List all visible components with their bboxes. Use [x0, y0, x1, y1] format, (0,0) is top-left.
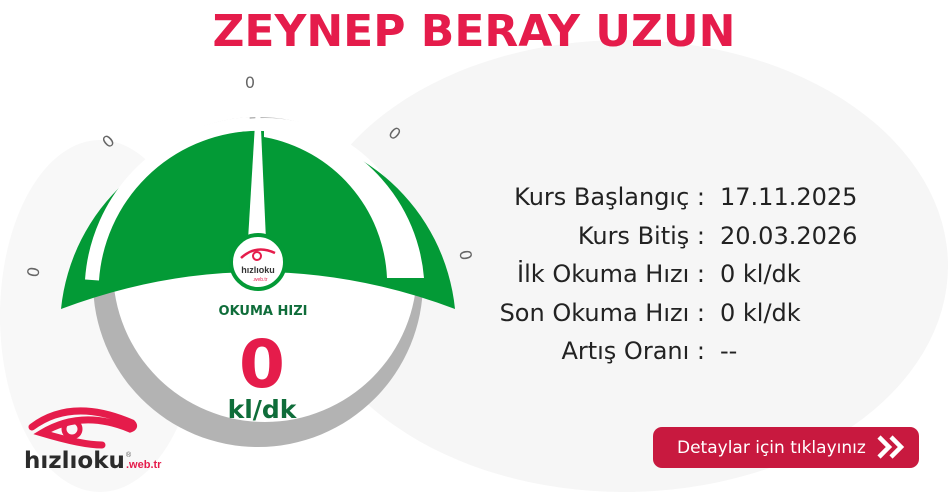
gauge-brand-sub: .web.tr: [252, 277, 267, 283]
info-row: Artış Oranı : --: [470, 332, 857, 371]
info-value: --: [720, 337, 738, 366]
info-value: 0 kl/dk: [720, 260, 801, 289]
info-row: Son Okuma Hızı : 0 kl/dk: [470, 294, 857, 333]
course-info: Kurs Başlangıç : 17.11.2025 Kurs Bitiş : 2…: [470, 178, 858, 371]
eye-logo-icon: [240, 248, 276, 259]
info-value: 0 kl/dk: [720, 298, 801, 327]
details-button-label: Detaylar için tıklayınız: [677, 437, 866, 458]
gauge-needle: [248, 107, 266, 240]
gauge-band: [264, 122, 424, 278]
info-label: İlk Okuma Hızı :: [517, 260, 705, 289]
gauge-center-logo: [229, 233, 287, 291]
tick-label: 0: [98, 131, 118, 152]
info-value: 20.03.2026: [720, 221, 858, 250]
info-label: Son Okuma Hızı :: [499, 298, 705, 327]
page-title: ZEYNEP BERAY UZUN: [212, 6, 736, 57]
info-row: Kurs Başlangıç : 17.11.2025: [470, 178, 857, 217]
info-label: Kurs Bitiş :: [577, 221, 705, 250]
logo-text: hızlıoku: [24, 448, 125, 474]
double-chevron-right-icon: [877, 435, 905, 459]
tick-label: 0: [23, 265, 43, 278]
info-label: Artış Oranı :: [561, 337, 705, 366]
details-button[interactable]: Detaylar için tıklayınız: [653, 427, 919, 468]
logo-sub: .web.tr: [126, 459, 162, 471]
gauge-brand-text: hızlıoku: [241, 265, 275, 275]
logo-registered: ®: [126, 451, 132, 459]
gauge-band: [85, 117, 251, 281]
gauge-unit: kl/dk: [228, 395, 298, 424]
info-value: 17.11.2025: [720, 183, 858, 212]
tick-label: 0: [455, 248, 475, 261]
hizlioku-logo: hızlıoku ® .web.tr: [24, 407, 162, 474]
tick-label: 0: [385, 123, 405, 144]
info-row: Kurs Bitiş : 20.03.2026: [470, 217, 858, 256]
gauge-label: OKUMA HIZI: [219, 304, 308, 319]
gauge-value: 0: [239, 326, 285, 403]
speed-gauge: hızlıoku .web.tr 0 0 0 0 0 OKUMA HIZI 0 …: [23, 73, 476, 447]
eye-logo-icon: [252, 251, 262, 261]
info-label: Kurs Başlangıç :: [514, 183, 705, 212]
info-row: İlk Okuma Hızı : 0 kl/dk: [470, 255, 857, 294]
tick-label: 0: [245, 73, 255, 92]
